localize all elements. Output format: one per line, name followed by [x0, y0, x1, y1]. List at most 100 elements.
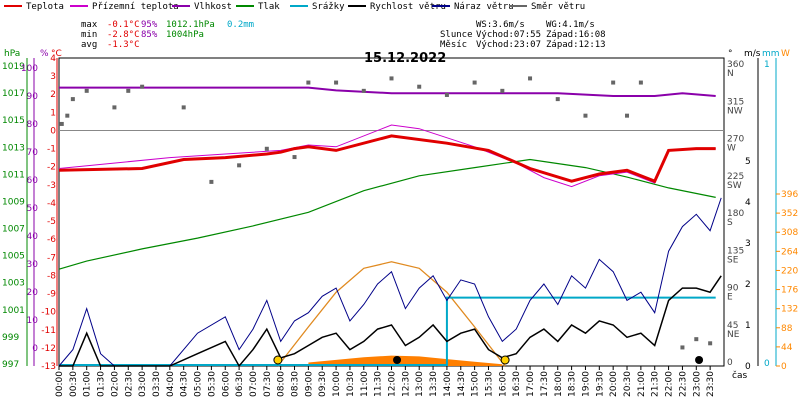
stat-min-hum: 85% — [141, 30, 158, 40]
ms-tick: 5 — [745, 157, 751, 167]
pct-tick: 40 — [27, 232, 39, 242]
x-tick-label: 18:00 — [554, 371, 564, 397]
mm-tick: 0 — [764, 359, 770, 369]
temp-tick: -9 — [47, 290, 56, 300]
mm-tick: 1 — [764, 60, 770, 70]
x-tick-label: 01:00 — [83, 371, 93, 397]
ground-temperature-line — [58, 124, 716, 188]
pct-unit: % — [40, 49, 49, 59]
x-tick-label: 10:30 — [346, 371, 356, 397]
x-tick-label: 00:30 — [69, 371, 79, 397]
legend-label: Srážky — [312, 2, 345, 12]
pct-tick: 50 — [27, 204, 39, 214]
ws-value: WS:3.6m/s — [476, 20, 525, 30]
pct-tick: 30 — [27, 260, 39, 270]
hpa-tick: 1019 — [2, 62, 25, 72]
temp-unit: °C — [51, 49, 62, 59]
pct-tick: 60 — [27, 176, 39, 186]
ms-tick: 4 — [745, 198, 751, 208]
temp-tick: -12 — [41, 344, 56, 354]
pct-tick: 20 — [27, 288, 39, 298]
wind-dir-point — [583, 113, 588, 118]
pressure-line — [58, 158, 716, 270]
moon-label: Měsíc — [440, 40, 467, 50]
x-tick-label: 23:00 — [692, 371, 702, 397]
x-tick-label: 19:30 — [595, 371, 605, 397]
dir-label: NW — [727, 106, 743, 116]
legend-label: Přízemní teplota — [92, 2, 179, 12]
dir-label: SW — [727, 181, 742, 191]
x-tick-label: 05:00 — [194, 371, 204, 397]
sunset-marker — [500, 355, 510, 365]
temp-tick: 0 — [50, 126, 56, 136]
dir-tick: 270 — [727, 135, 744, 145]
stat-max-temp: -0.1°C — [107, 20, 140, 30]
wind-dir-point — [472, 80, 477, 85]
time-label: čas — [732, 370, 747, 381]
stat-max-rain: 0.2mm — [227, 20, 254, 30]
wind-dir-point — [84, 88, 89, 93]
x-tick-label: 11:30 — [374, 371, 384, 397]
hpa-tick: 1001 — [2, 306, 25, 316]
moon-set: Západ:12:13 — [546, 40, 606, 50]
hpa-tick: 1007 — [2, 225, 25, 235]
ms-unit: m/s — [744, 49, 761, 59]
stats-block: max -0.1°C 95% 1012.1hPa 0.2mm min -2.8°… — [81, 20, 254, 50]
wind-dir-point — [334, 80, 339, 85]
temp-tick: -7 — [47, 253, 56, 263]
temp-tick: 2 — [50, 90, 56, 100]
wind-dir-point — [112, 105, 117, 110]
x-tick-label: 15:30 — [484, 371, 494, 397]
wm-tick: 88 — [781, 324, 793, 334]
x-tick-label: 13:30 — [429, 371, 439, 397]
pct-tick: 80 — [27, 120, 39, 130]
x-tick-label: 22:00 — [665, 371, 675, 397]
x-tick-label: 18:30 — [568, 371, 578, 397]
dir-label: S — [727, 218, 733, 228]
legend-label: Tlak — [258, 2, 280, 12]
ms-tick: 2 — [745, 280, 751, 290]
wind-dir-point — [500, 88, 505, 93]
x-tick-label: 03:00 — [138, 371, 148, 397]
dir-tick: 180 — [727, 209, 744, 219]
wind-dir-point — [611, 80, 616, 85]
wind-dir-point — [528, 76, 533, 81]
hpa-tick: 1013 — [2, 143, 25, 153]
stat-avg-temp: -1.3°C — [107, 40, 140, 50]
x-tick-label: 17:30 — [540, 371, 550, 397]
legend-label: Teplota — [26, 2, 64, 12]
x-tick-label: 00:00 — [55, 371, 65, 397]
x-tick-label: 10:00 — [332, 371, 342, 397]
x-tick-label: 19:00 — [581, 371, 591, 397]
temp-tick: -8 — [47, 271, 56, 281]
sun-label: Slunce — [440, 30, 473, 40]
dir-unit: ° — [728, 49, 733, 59]
humidity-line — [59, 86, 716, 97]
x-tick-label: 01:30 — [97, 371, 107, 397]
solar-theoretical-line — [277, 261, 506, 367]
x-tick-label: 21:30 — [651, 371, 661, 397]
x-tick-label: 04:00 — [166, 371, 176, 397]
wm-tick: 44 — [781, 343, 793, 353]
dir-tick: 225 — [727, 172, 744, 182]
pct-tick: 90 — [27, 92, 39, 102]
dir-label: NE — [727, 330, 740, 340]
series — [58, 76, 722, 368]
axes: hPa% °C1019101710151013101110091007100510… — [2, 49, 798, 372]
wind-dir-point — [417, 84, 422, 89]
ms-tick: 0 — [745, 362, 751, 372]
wm-tick: 396 — [781, 190, 798, 200]
pct-tick: 0 — [32, 344, 38, 354]
dir-label: N — [727, 69, 734, 79]
wind-dir-point — [237, 163, 242, 168]
hpa-tick: 1003 — [2, 279, 25, 289]
temp-tick: -13 — [41, 362, 56, 372]
temp-tick: -11 — [41, 326, 56, 336]
wind-dir-point — [59, 121, 64, 126]
dir-label: E — [727, 293, 733, 303]
wind-dir-point — [694, 337, 699, 342]
sun-rise: Východ:07:55 — [476, 30, 541, 40]
x-tick-label: 14:00 — [443, 371, 453, 397]
rain-line — [59, 296, 716, 366]
